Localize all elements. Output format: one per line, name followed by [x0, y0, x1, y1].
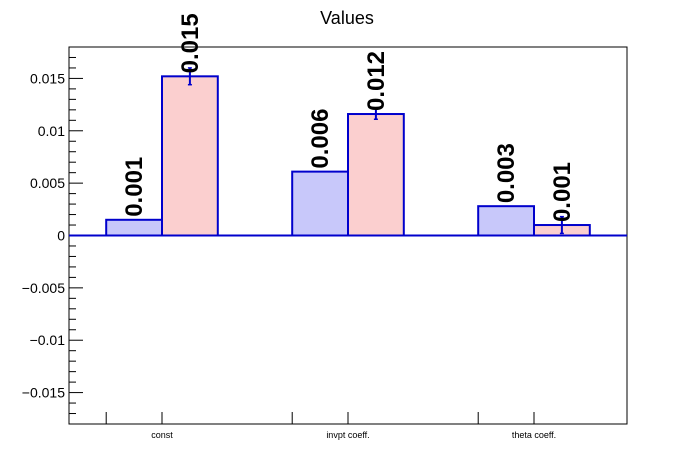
bar — [105, 218, 163, 237]
bar-value-label: 0.001 — [549, 162, 576, 222]
bar — [291, 170, 350, 237]
y-tick-label: 0 — [57, 228, 65, 244]
bar — [477, 205, 536, 237]
bar-value-label: 0.012 — [363, 51, 390, 111]
y-tick-label: −0.015 — [22, 385, 65, 401]
bar-value-label: 0.015 — [177, 13, 204, 73]
bar-value-label: 0.001 — [121, 157, 148, 217]
bar-value-label: 0.006 — [307, 109, 334, 169]
y-tick-label: 0.015 — [30, 70, 65, 86]
x-category-label: invpt coeff. — [326, 430, 369, 440]
y-tick-label: −0.005 — [22, 280, 65, 296]
x-category-label: theta coeff. — [512, 430, 556, 440]
y-tick-label: 0.005 — [30, 175, 65, 191]
y-tick-label: −0.01 — [30, 332, 66, 348]
bar-value-label: 0.003 — [493, 143, 520, 203]
bar — [161, 75, 219, 237]
x-category-label: const — [151, 430, 173, 440]
bar — [347, 113, 405, 237]
y-tick-label: 0.01 — [38, 123, 65, 139]
chart-title: Values — [320, 8, 374, 28]
